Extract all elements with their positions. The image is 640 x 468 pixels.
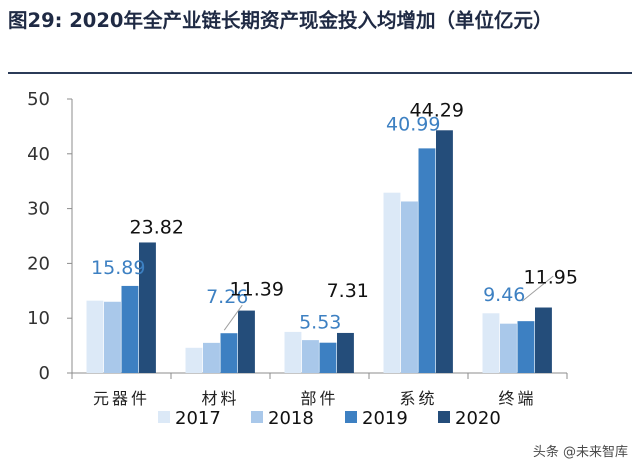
watermark: 头条 @未来智库: [532, 445, 628, 460]
bar-2017-2: [284, 331, 302, 373]
bar-2020-0: [139, 242, 156, 373]
bar-2019-1: [220, 333, 238, 373]
bar-2020-1: [238, 310, 255, 373]
bar-2018-1: [203, 342, 220, 373]
x-tick-label-4: 终端: [498, 389, 536, 408]
bar-2017-4: [482, 313, 500, 373]
legend-swatch-2018: [251, 411, 263, 423]
leader-line-2: [223, 304, 243, 331]
bar-2017-1: [185, 347, 203, 373]
bar-2020-4: [535, 307, 552, 373]
bar-2018-2: [302, 340, 319, 373]
data-label-2020-2: 7.31: [327, 280, 369, 302]
legend-swatch-2019: [345, 411, 357, 423]
x-tick-label-1: 材料: [201, 389, 239, 408]
bar-2017-0: [86, 300, 104, 373]
legend-swatch-2020: [438, 411, 450, 423]
x-tick-label-2: 部件: [300, 389, 338, 408]
bar-2019-0: [121, 285, 139, 373]
bar-2019-4: [517, 321, 535, 373]
x-tick-label-3: 系统: [399, 389, 437, 408]
legend-label-2017: 2017: [175, 408, 221, 429]
y-tick-label-5: 50: [27, 89, 50, 110]
data-label-2020-1: 11.39: [230, 279, 284, 301]
leader-line-8: [521, 275, 554, 302]
data-label-2020-0: 23.82: [130, 216, 184, 238]
legend-label-2020: 2020: [455, 408, 501, 429]
bar-2020-3: [436, 130, 453, 373]
legend-label-2018: 2018: [268, 408, 314, 429]
legend-label-2019: 2019: [362, 408, 408, 429]
data-label-2019-1: 7.26: [206, 286, 248, 308]
bar-2019-2: [319, 342, 337, 373]
data-label-2020-3: 44.29: [410, 99, 464, 121]
data-label-2019-3: 40.99: [386, 113, 440, 135]
y-tick-label-4: 40: [27, 144, 50, 165]
data-label-2019-4: 9.46: [483, 284, 525, 306]
y-tick-label-2: 20: [27, 253, 50, 274]
bar-2019-3: [418, 148, 436, 373]
title-divider: [8, 72, 632, 74]
y-tick-label-3: 30: [27, 199, 50, 220]
chart-title: 图29: 2020年全产业链长期资产现金投入均增加（单位亿元）: [8, 9, 553, 32]
data-label-2020-4: 11.95: [524, 267, 578, 289]
data-label-2019-0: 15.89: [91, 257, 145, 279]
bar-2018-3: [401, 201, 418, 373]
bar-2018-4: [500, 323, 517, 373]
bar-2020-2: [337, 332, 354, 373]
bar-2018-0: [104, 301, 121, 373]
y-tick-label-1: 10: [27, 308, 50, 329]
legend-swatch-2017: [158, 411, 170, 423]
x-tick-label-0: 元器件: [93, 389, 150, 408]
bar-2017-3: [383, 192, 401, 373]
data-label-2019-2: 5.53: [299, 312, 341, 334]
y-tick-label-0: 0: [39, 363, 50, 384]
